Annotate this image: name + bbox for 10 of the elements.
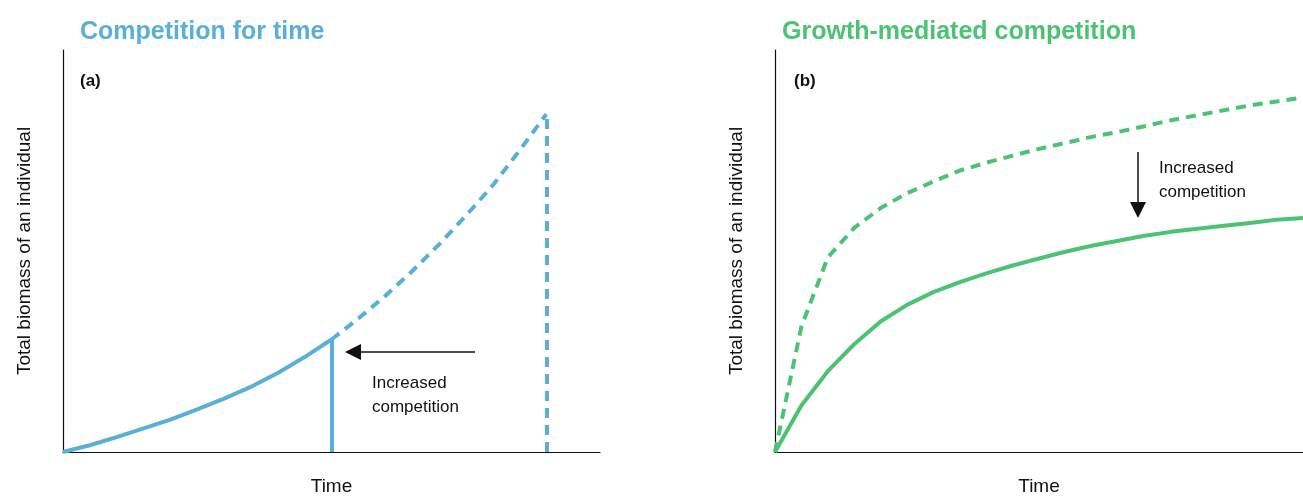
y-axis-title: Total biomass of an individual: [725, 126, 746, 376]
annotation: Increased competition: [1159, 157, 1246, 201]
text: (b): [794, 71, 816, 90]
annotation: Increased competition: [372, 372, 459, 416]
x-axis-title: Time: [1018, 475, 1060, 496]
text: (a): [80, 71, 101, 90]
y-axis-title: Total biomass of an individual: [13, 126, 34, 376]
chart-title: Growth-mediated competition: [782, 15, 1137, 44]
x-axis-title: Time: [310, 475, 353, 496]
chart-title: Competition for time: [80, 15, 325, 44]
